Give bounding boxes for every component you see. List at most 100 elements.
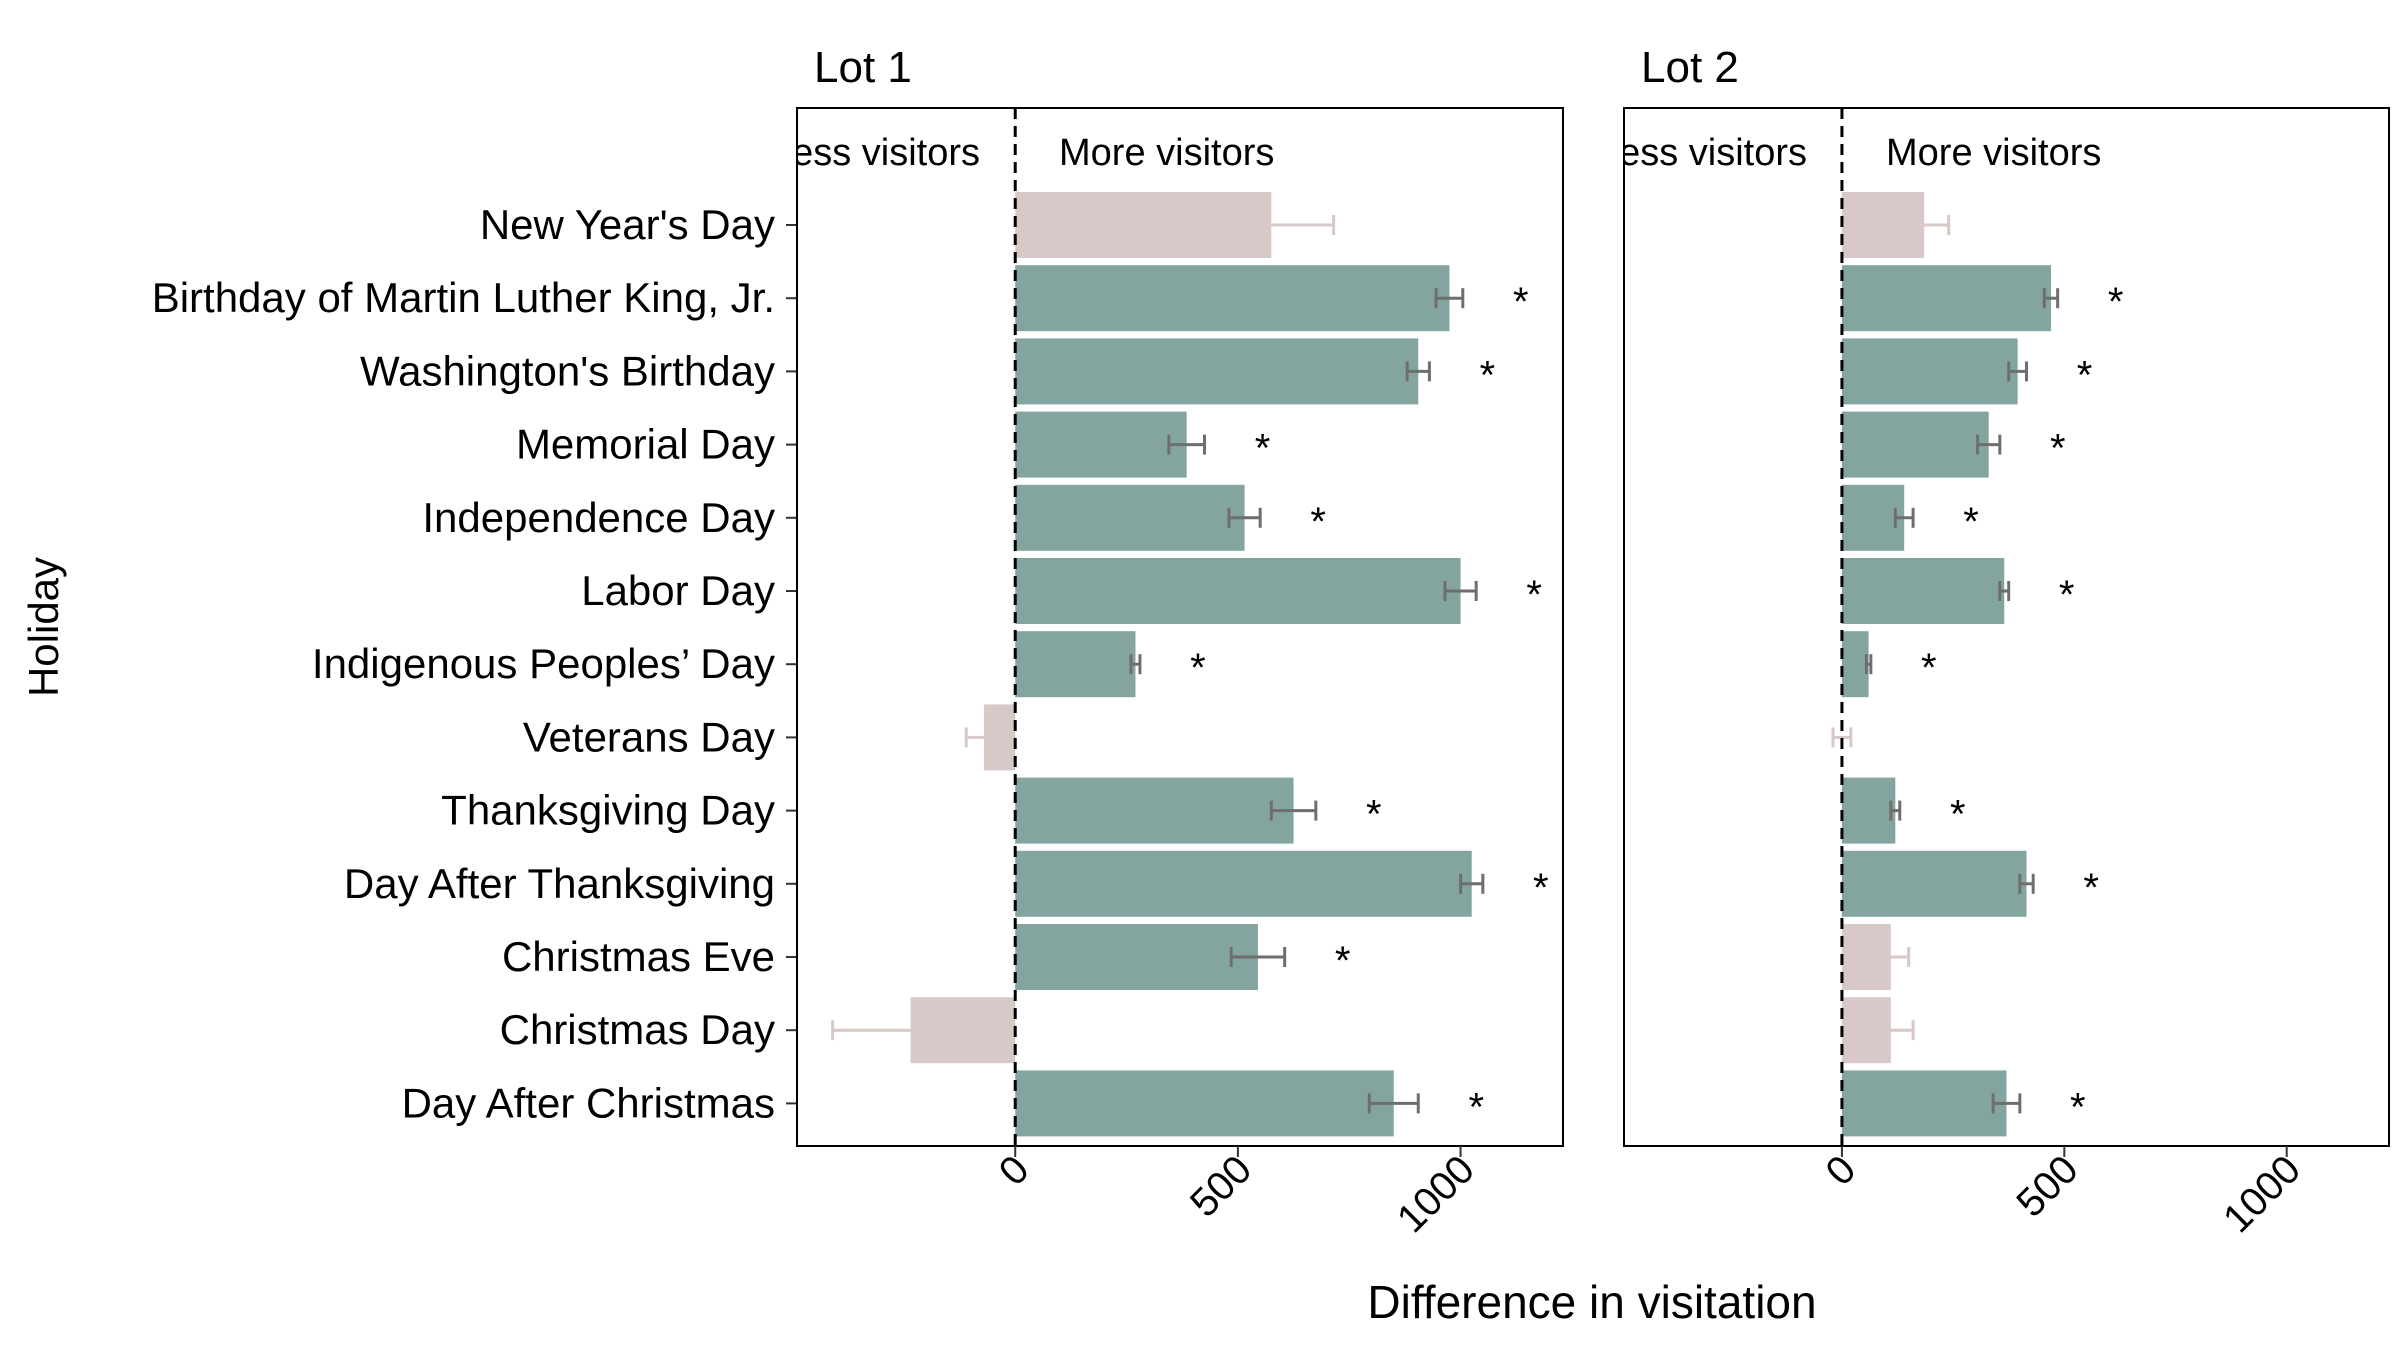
error-bar-thanksgiving-day — [1269, 800, 1318, 821]
panel-title-lot-2: Lot 2 — [1641, 43, 1739, 92]
bar-indigenous-peoples-day — [1015, 631, 1136, 698]
significance-marker-independence-day: * — [1963, 500, 1979, 544]
x-tick-label: 0 — [991, 1147, 1038, 1194]
y-axis-title: Holiday — [20, 557, 67, 697]
error-bar-indigenous-peoples-day — [1129, 654, 1142, 675]
x-axis-lot-1: 0 500 1000 — [991, 1146, 1483, 1241]
category-axis: New Year's Day Birthday of Martin Luther … — [152, 201, 797, 1126]
error-bar-new-year-s-day — [1207, 215, 1336, 235]
x-tick-label: 1000 — [2215, 1147, 2309, 1241]
significance-marker-day-after-christmas: * — [1468, 1085, 1484, 1129]
bar-thanksgiving-day — [1841, 777, 1896, 844]
region-label-less: Less visitors — [1598, 132, 1807, 174]
region-label-more: More visitors — [1059, 132, 1274, 174]
error-bar-day-after-christmas — [1367, 1093, 1420, 1114]
bar-day-after-thanksgiving — [1015, 850, 1472, 917]
panel-border-lot-1 — [796, 107, 1564, 1147]
category-label-birthday-of-martin-luther-king-jr: Birthday of Martin Luther King, Jr. — [152, 274, 775, 321]
error-bar-christmas-day — [831, 1020, 990, 1041]
significance-marker-labor-day: * — [2059, 573, 2075, 617]
error-bar-birthday-of-martin-luther-king-jr — [2042, 288, 2060, 309]
bar-memorial-day — [1841, 411, 1989, 478]
error-bar-labor-day — [1443, 581, 1478, 601]
x-axis-lot-2: 0 500 1000 — [1817, 1146, 2309, 1241]
panel-plot-area-lot-1: Less visitors More visitors * * * * * * * * * * — [771, 108, 1549, 1146]
error-bar-veterans-day — [1831, 727, 1853, 748]
error-bar-washington-s-birthday — [1405, 361, 1431, 382]
error-bar-christmas-eve — [1229, 947, 1287, 967]
bar-washington-s-birthday — [1015, 338, 1419, 405]
x-tick-label: 500 — [1182, 1147, 1260, 1225]
error-bar-independence-day — [1893, 507, 1915, 528]
category-label-christmas-eve: Christmas Eve — [502, 933, 775, 980]
x-tick-label: 500 — [2008, 1147, 2086, 1225]
bar-independence-day — [1015, 484, 1245, 551]
category-label-indigenous-peoples-day: Indigenous Peoples’ Day — [312, 640, 775, 687]
category-label-memorial-day: Memorial Day — [516, 421, 775, 468]
bar-day-after-thanksgiving — [1841, 850, 2027, 917]
category-label-thanksgiving-day: Thanksgiving Day — [441, 787, 775, 834]
bar-birthday-of-martin-luther-king-jr — [1841, 265, 2051, 332]
significance-marker-indigenous-peoples-day: * — [1921, 646, 1937, 690]
category-label-washington-s-birthday: Washington's Birthday — [360, 347, 775, 394]
category-label-independence-day: Independence Day — [422, 494, 775, 541]
significance-marker-labor-day: * — [1526, 573, 1542, 617]
significance-marker-washington-s-birthday: * — [1480, 353, 1496, 397]
significance-marker-day-after-christmas: * — [2070, 1085, 2086, 1129]
error-bar-memorial-day — [1976, 434, 2002, 455]
error-bar-memorial-day — [1167, 434, 1206, 455]
bar-memorial-day — [1015, 411, 1187, 478]
significance-marker-birthday-of-martin-luther-king-jr: * — [1513, 280, 1529, 324]
x-tick-label: 1000 — [1389, 1147, 1483, 1241]
error-bar-thanksgiving-day — [1889, 800, 1902, 821]
significance-marker-memorial-day: * — [1255, 427, 1271, 471]
x-tick-label: 0 — [1817, 1147, 1864, 1194]
significance-marker-birthday-of-martin-luther-king-jr: * — [2108, 280, 2124, 324]
region-label-less: Less visitors — [771, 132, 980, 174]
bars-lot-2: ********* — [1831, 192, 2124, 1137]
error-bar-independence-day — [1227, 507, 1262, 528]
category-label-day-after-thanksgiving: Day After Thanksgiving — [344, 860, 775, 907]
category-label-new-year-s-day: New Year's Day — [480, 201, 775, 248]
error-bar-day-after-christmas — [1991, 1093, 2022, 1114]
bar-labor-day — [1841, 558, 2005, 624]
category-label-labor-day: Labor Day — [581, 567, 775, 614]
significance-marker-memorial-day: * — [2050, 427, 2066, 471]
significance-marker-day-after-thanksgiving: * — [2083, 866, 2099, 910]
bar-indigenous-peoples-day — [1841, 631, 1869, 698]
bar-washington-s-birthday — [1841, 338, 2018, 405]
significance-marker-thanksgiving-day: * — [1950, 793, 1966, 837]
panel-border-lot-2 — [1623, 107, 2390, 1147]
error-bar-day-after-thanksgiving — [2018, 873, 2035, 894]
significance-marker-day-after-thanksgiving: * — [1533, 866, 1549, 910]
significance-marker-thanksgiving-day: * — [1366, 793, 1382, 837]
significance-marker-independence-day: * — [1310, 500, 1326, 544]
region-label-more: More visitors — [1886, 132, 2101, 174]
bar-christmas-eve — [1015, 924, 1258, 990]
significance-marker-christmas-eve: * — [1335, 939, 1351, 983]
bar-day-after-christmas — [1015, 1070, 1394, 1137]
error-bar-christmas-day — [1867, 1020, 1915, 1041]
panel-lot-1: Lot 1 Less visitors More visitors ******… — [771, 43, 1564, 1241]
panel-lot-2: Lot 2 Less visitors More visitors ******… — [1598, 43, 2390, 1241]
bar-day-after-christmas — [1841, 1070, 2007, 1137]
category-label-christmas-day: Christmas Day — [500, 1006, 775, 1053]
error-bar-labor-day — [1998, 581, 2011, 601]
category-label-veterans-day: Veterans Day — [523, 713, 775, 760]
error-bar-birthday-of-martin-luther-king-jr — [1434, 288, 1465, 309]
error-bar-christmas-eve — [1871, 947, 1911, 967]
significance-marker-washington-s-birthday: * — [2077, 353, 2093, 397]
error-bar-washington-s-birthday — [2007, 361, 2029, 382]
panel-title-lot-1: Lot 1 — [814, 43, 912, 92]
panel-plot-area-lot-2: Less visitors More visitors ********* — [1598, 108, 2124, 1146]
bars-lot-1: * * * * * * * * * * — [831, 192, 1549, 1137]
error-bar-new-year-s-day — [1898, 215, 1951, 235]
category-label-day-after-christmas: Day After Christmas — [402, 1079, 775, 1126]
x-axis-title: Difference in visitation — [1367, 1276, 1816, 1328]
bar-birthday-of-martin-luther-king-jr — [1015, 265, 1450, 332]
error-bar-indigenous-peoples-day — [1864, 654, 1873, 675]
error-bar-day-after-thanksgiving — [1459, 873, 1485, 894]
error-bar-veterans-day — [964, 727, 1004, 748]
significance-marker-indigenous-peoples-day: * — [1190, 646, 1206, 690]
